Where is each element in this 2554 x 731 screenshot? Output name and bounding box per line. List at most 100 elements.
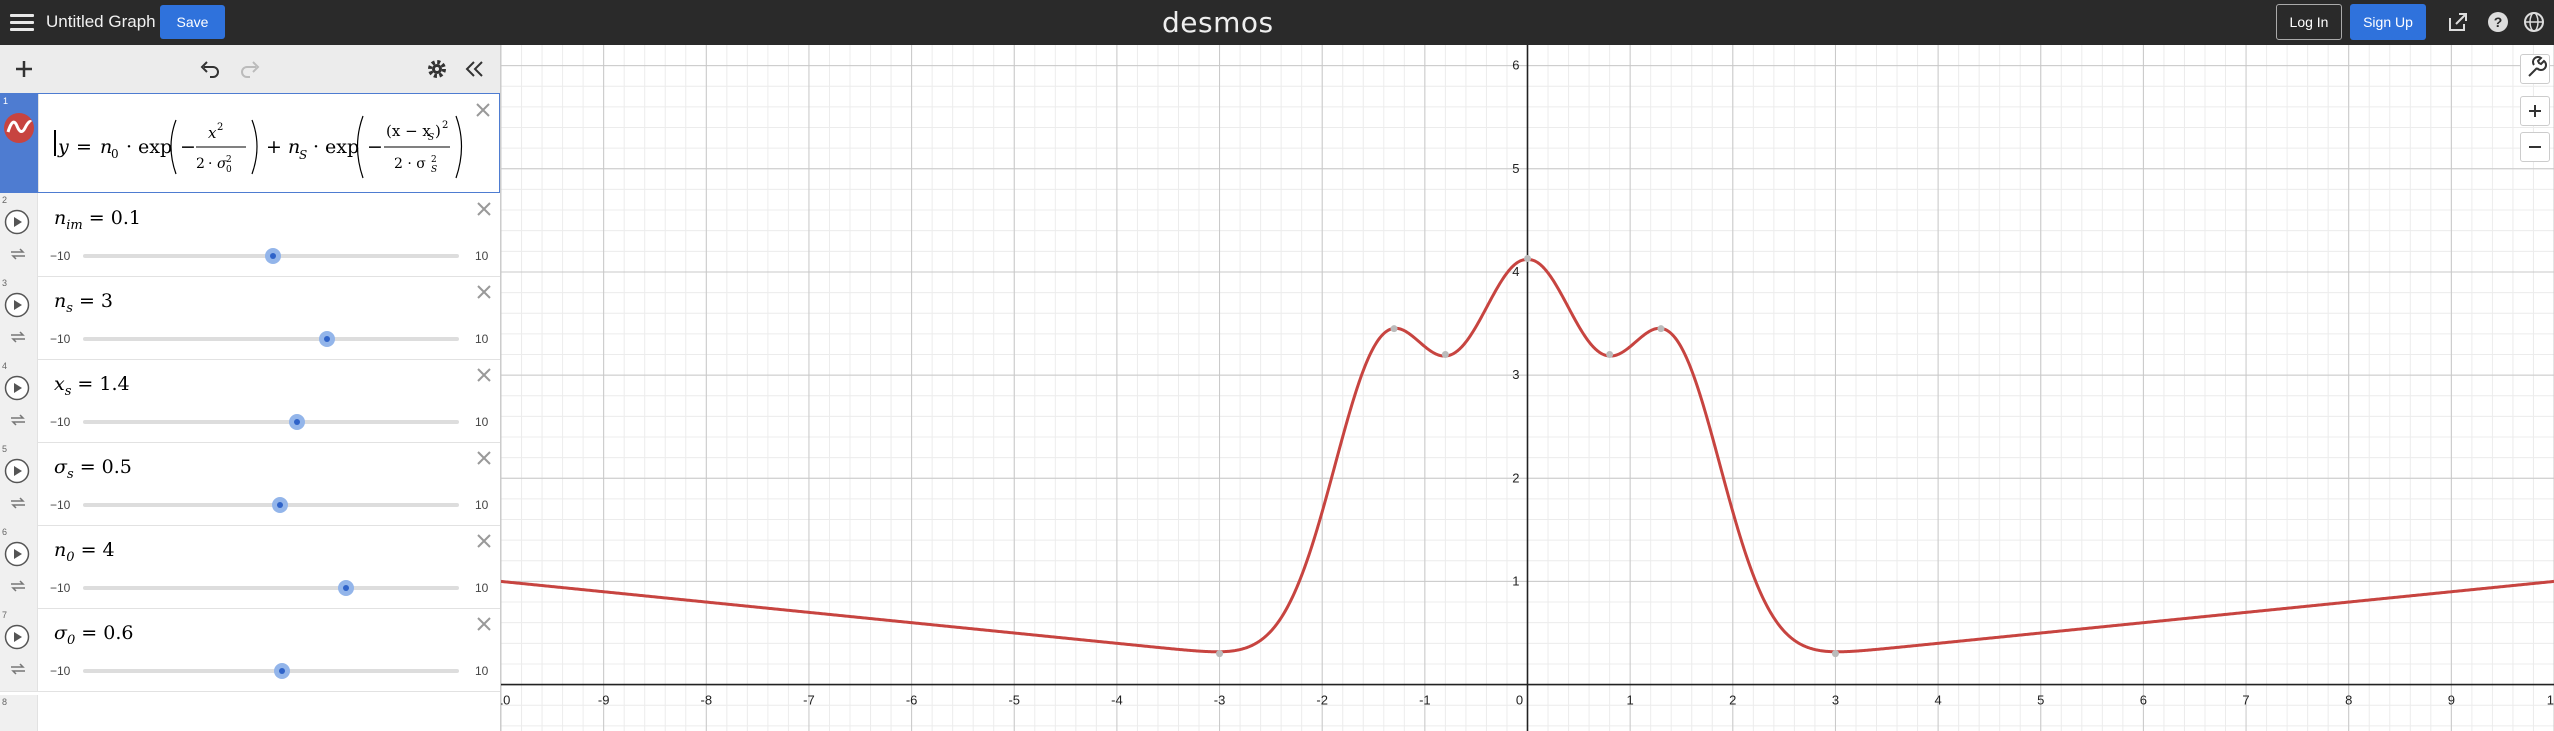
zoom-out-icon[interactable] xyxy=(2520,132,2550,162)
x-tick-label: 10 xyxy=(2547,693,2554,708)
slider-equation[interactable]: σ0 = 0.6 xyxy=(54,622,134,648)
slider-equation[interactable]: ns = 3 xyxy=(54,290,114,316)
slider-max[interactable]: 10 xyxy=(475,664,489,678)
loop-icon[interactable] xyxy=(9,579,27,593)
play-icon[interactable] xyxy=(4,541,30,567)
slider-equation[interactable]: xs = 1.4 xyxy=(54,373,130,399)
graph-style-icon[interactable] xyxy=(3,112,35,144)
signup-button[interactable]: Sign Up xyxy=(2350,4,2426,40)
point-of-interest xyxy=(1390,325,1398,333)
x-tick-label: -3 xyxy=(1214,693,1226,708)
undo-icon[interactable] xyxy=(198,57,222,81)
slider-max[interactable]: 10 xyxy=(475,498,489,512)
graph-canvas[interactable]: -10-9-8-7-6-5-4-3-2-1012345678910123456 xyxy=(501,45,2554,731)
svg-text:2: 2 xyxy=(217,122,223,133)
slider-min[interactable]: −10 xyxy=(50,498,71,512)
x-tick-label: -7 xyxy=(803,693,815,708)
gear-icon[interactable] xyxy=(425,57,449,81)
play-icon[interactable] xyxy=(4,209,30,235)
point-of-interest xyxy=(1524,255,1531,263)
loop-icon[interactable] xyxy=(9,662,27,676)
svg-text:0: 0 xyxy=(226,165,232,175)
hamburger-icon[interactable] xyxy=(10,11,34,33)
svg-text:): ) xyxy=(435,122,441,140)
slider-min[interactable]: −10 xyxy=(50,415,71,429)
slider-max[interactable]: 10 xyxy=(475,415,489,429)
slider-min[interactable]: −10 xyxy=(50,664,71,678)
play-icon[interactable] xyxy=(4,292,30,318)
save-button[interactable]: Save xyxy=(160,5,225,39)
close-icon[interactable] xyxy=(475,102,491,118)
svg-text:2: 2 xyxy=(196,156,205,172)
desmos-logo: desmos xyxy=(1162,6,1274,39)
play-icon[interactable] xyxy=(4,624,30,650)
x-tick-label: 4 xyxy=(1934,693,1941,708)
svg-text:n: n xyxy=(288,136,300,158)
svg-text:−: − xyxy=(180,136,196,158)
loop-icon[interactable] xyxy=(9,247,27,261)
expression-item-slider[interactable]: 6 n0 = 4 −10 10 xyxy=(0,525,500,609)
redo-icon[interactable] xyxy=(238,57,262,81)
slider-track[interactable] xyxy=(83,586,459,590)
collapse-icon[interactable] xyxy=(462,57,486,81)
expression-item-slider[interactable]: 3 ns = 3 −10 10 xyxy=(0,276,500,360)
close-icon[interactable] xyxy=(476,533,492,549)
play-icon[interactable] xyxy=(4,458,30,484)
svg-text:+: + xyxy=(266,136,282,158)
loop-icon[interactable] xyxy=(9,330,27,344)
slider-thumb[interactable] xyxy=(319,331,336,347)
close-icon[interactable] xyxy=(476,367,492,383)
slider-min[interactable]: −10 xyxy=(50,332,71,346)
x-tick-label: -10 xyxy=(501,693,510,708)
expression-item-slider[interactable]: 4 xs = 1.4 −10 10 xyxy=(0,359,500,443)
loop-icon[interactable] xyxy=(9,496,27,510)
slider-equation[interactable]: σs = 0.5 xyxy=(54,456,132,482)
close-icon[interactable] xyxy=(476,201,492,217)
slider-min[interactable]: −10 xyxy=(50,581,71,595)
slider-max[interactable]: 10 xyxy=(475,581,489,595)
slider-track[interactable] xyxy=(83,503,459,507)
slider-equation[interactable]: n0 = 4 xyxy=(54,539,115,565)
login-button[interactable]: Log In xyxy=(2276,4,2342,40)
globe-icon[interactable] xyxy=(2522,10,2546,34)
x-tick-label: -9 xyxy=(598,693,610,708)
slider-thumb[interactable] xyxy=(289,414,306,430)
x-tick-label: -2 xyxy=(1316,693,1328,708)
x-tick-label: -5 xyxy=(1008,693,1020,708)
close-icon[interactable] xyxy=(476,616,492,632)
slider-max[interactable]: 10 xyxy=(475,332,489,346)
plus-icon[interactable] xyxy=(12,57,36,81)
expression-item-empty[interactable]: 8 xyxy=(0,695,500,731)
expression-item-slider[interactable]: 5 σs = 0.5 −10 10 xyxy=(0,442,500,526)
svg-text:exp: exp xyxy=(325,136,359,158)
svg-text:σ: σ xyxy=(217,156,227,172)
svg-text:S: S xyxy=(431,165,437,175)
slider-track[interactable] xyxy=(83,420,459,424)
expression-item-slider[interactable]: 2 nim = 0.1 −10 10 xyxy=(0,193,500,277)
svg-text:2 · σ: 2 · σ xyxy=(394,156,426,172)
svg-text:·: · xyxy=(313,136,319,158)
close-icon[interactable] xyxy=(476,284,492,300)
slider-thumb[interactable] xyxy=(264,248,281,264)
loop-icon[interactable] xyxy=(9,413,27,427)
slider-max[interactable]: 10 xyxy=(475,249,489,263)
play-icon[interactable] xyxy=(4,375,30,401)
slider-min[interactable]: −10 xyxy=(50,249,71,263)
close-icon[interactable] xyxy=(476,450,492,466)
expression-item-slider[interactable]: 7 σ0 = 0.6 −10 10 xyxy=(0,608,500,692)
wrench-icon[interactable] xyxy=(2520,54,2550,84)
expression-item-formula[interactable]: 1 y = n 0 · exp − x 2 xyxy=(0,93,500,193)
slider-equation[interactable]: nim = 0.1 xyxy=(54,207,141,233)
slider-thumb[interactable] xyxy=(274,663,291,679)
expression-toolbar xyxy=(0,45,500,94)
slider-thumb[interactable] xyxy=(338,580,355,596)
help-icon[interactable]: ? xyxy=(2486,10,2510,34)
slider-track[interactable] xyxy=(83,669,459,673)
slider-track[interactable] xyxy=(83,337,459,341)
svg-text:n: n xyxy=(100,136,112,158)
zoom-in-icon[interactable] xyxy=(2520,96,2550,126)
graph-title[interactable]: Untitled Graph xyxy=(46,12,156,31)
slider-thumb[interactable] xyxy=(272,497,289,513)
expression-tab[interactable]: 1 xyxy=(1,94,39,192)
share-icon[interactable] xyxy=(2446,10,2470,34)
